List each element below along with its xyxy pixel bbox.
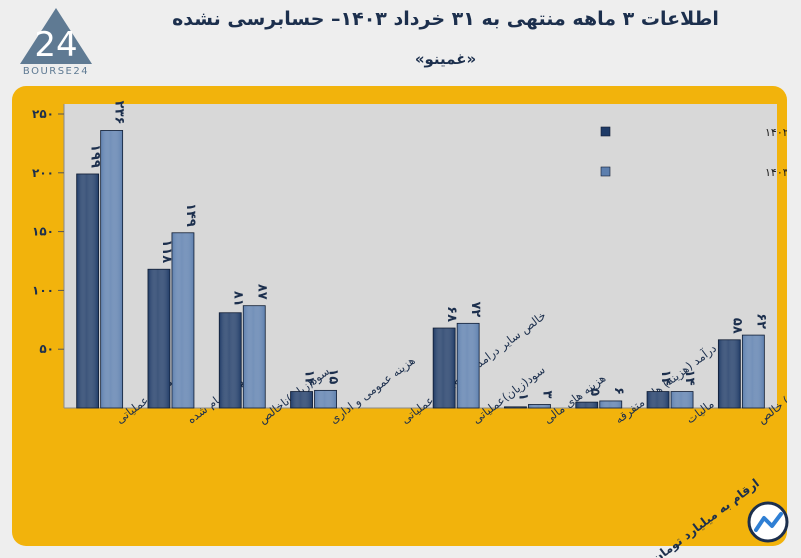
data-label: ۱۴: [682, 370, 697, 386]
bar-outline: [242, 305, 266, 409]
company-name: «غمینو»: [414, 50, 477, 68]
bar-outline: [171, 232, 195, 409]
data-label: ۸۷: [254, 284, 269, 300]
data-label: ۲۳۶: [112, 101, 127, 125]
logo-triangle-icon: [20, 8, 92, 64]
data-label: ۱۹۹: [88, 144, 103, 168]
bar-shine: [76, 173, 99, 408]
legend-swatch: [600, 166, 611, 177]
bar-outline: [528, 404, 551, 409]
chart-panel: ۵۰ ۱۰۰ ۱۵۰ ۲۰۰ ۲۵۰ ۱۹۹ ۲۳۶ درآمد عملیاتی ۱۱۸ ۱۴۹ ب…: [12, 86, 787, 546]
bar-outline: [504, 406, 527, 409]
bar-outline: [432, 327, 456, 409]
data-label: ۶: [611, 387, 626, 395]
bar-shine: [314, 390, 337, 408]
bar-outline: [218, 312, 242, 409]
bar-shine: [219, 312, 242, 408]
data-label: ۳: [539, 391, 554, 399]
data-label: ۸۱: [230, 291, 245, 307]
bar-shine: [671, 391, 694, 408]
data-label: ۷۲: [468, 301, 483, 317]
y-tick-label: ۱۰۰: [32, 283, 54, 297]
data-label: ۱۱۸: [159, 239, 174, 263]
bar-shine: [457, 323, 480, 408]
bar-outline: [575, 401, 599, 409]
y-tick-label: ۱۵۰: [32, 225, 54, 239]
bar-shine: [528, 404, 551, 408]
y-tick-label: ۵۰: [39, 342, 54, 356]
bar-outline: [717, 339, 741, 409]
y-tick-label: ۲۵۰: [32, 107, 54, 121]
bar-shine: [243, 305, 266, 408]
bar-outline: [290, 391, 313, 409]
bar-shine: [504, 406, 527, 408]
bar-shine: [575, 402, 598, 408]
bar-outline: [100, 130, 124, 409]
data-label: ۱۴۹: [183, 203, 198, 227]
bar-outline: [646, 391, 670, 409]
bar-shine: [290, 391, 313, 408]
bar-outline: [314, 389, 337, 409]
bourse24-logo: 24 BOURSE24: [20, 8, 92, 76]
legend-swatch: [600, 126, 611, 137]
logo-mark: 24: [34, 25, 77, 65]
page-title: اطلاعات ۳ ماهه منتهی به ۳۱ خرداد ۱۴۰۳– ح…: [172, 8, 719, 30]
data-label: ۱۴: [658, 370, 673, 386]
logo-text: BOURSE24: [23, 66, 89, 76]
bar-outline: [456, 322, 480, 409]
bar-shine: [147, 269, 170, 408]
bar-shine: [742, 335, 765, 408]
legend-label: عملکرد منتهی به خرداد ۱۴۰۲: [765, 126, 787, 139]
bar-outline: [670, 391, 694, 409]
data-label: ۶۲: [753, 313, 768, 329]
bar-outline: [76, 173, 100, 409]
bar-shine: [171, 232, 194, 408]
data-label: ۱: [515, 393, 530, 401]
legend-label: عملکرد منتهی به خرداد ۱۴۰۳: [765, 166, 787, 179]
data-label: ۵۸: [729, 318, 744, 334]
bar-shine: [100, 130, 123, 409]
bar-shine: [718, 339, 741, 408]
bar-shine: [433, 328, 456, 408]
data-label: ۵: [587, 388, 602, 396]
data-label: ۱۴: [302, 370, 317, 386]
data-label: ۱۵: [326, 368, 341, 384]
data-label: ۶۸: [444, 306, 459, 322]
bar-outline: [741, 334, 765, 409]
bar-shine: [647, 391, 670, 408]
y-tick-label: ۲۰۰: [32, 166, 54, 180]
bar-outline: [599, 400, 623, 409]
bar-shine: [599, 400, 622, 408]
bar-outline: [147, 268, 171, 409]
